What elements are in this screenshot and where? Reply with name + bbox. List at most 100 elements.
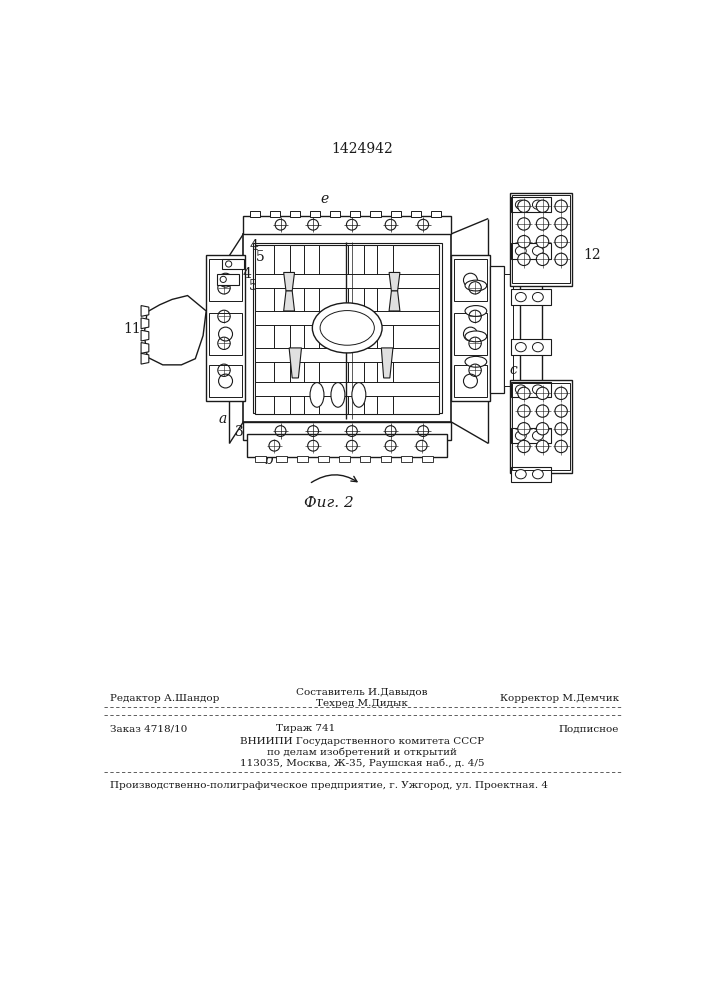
Ellipse shape [331, 383, 345, 407]
Bar [370, 440, 380, 446]
Text: Корректор М.Демчик: Корректор М.Демчик [500, 694, 619, 703]
Bar [297, 456, 308, 462]
Polygon shape [141, 353, 149, 364]
Text: по делам изобретений и открытий: по делам изобретений и открытий [267, 748, 457, 757]
Circle shape [555, 387, 567, 400]
Bar [270, 211, 280, 217]
Bar [454, 312, 486, 355]
Circle shape [537, 253, 549, 266]
Text: 4: 4 [250, 239, 259, 253]
Bar [250, 440, 259, 446]
Circle shape [537, 440, 549, 453]
Text: 5: 5 [257, 250, 265, 264]
Circle shape [537, 387, 549, 400]
Text: c: c [509, 363, 517, 377]
Circle shape [518, 235, 530, 248]
Bar [330, 211, 340, 217]
Text: 11: 11 [123, 322, 141, 336]
Ellipse shape [515, 246, 526, 256]
Polygon shape [289, 348, 301, 378]
Bar [252, 243, 442, 413]
Text: 1: 1 [281, 219, 291, 233]
Text: Фиг. 2: Фиг. 2 [304, 496, 354, 510]
Polygon shape [141, 330, 149, 341]
Bar [270, 440, 280, 446]
Bar [510, 380, 572, 473]
Bar [520, 197, 542, 474]
Text: 12: 12 [583, 248, 600, 262]
Bar [255, 245, 440, 414]
Ellipse shape [465, 331, 486, 342]
Polygon shape [141, 318, 149, 329]
Ellipse shape [515, 385, 526, 394]
Bar [206, 255, 245, 401]
Bar [255, 382, 440, 396]
Ellipse shape [532, 292, 543, 302]
Ellipse shape [320, 311, 374, 345]
Bar [510, 289, 551, 305]
Bar [451, 255, 490, 401]
Bar [290, 211, 300, 217]
Text: b: b [264, 453, 273, 467]
Ellipse shape [532, 470, 543, 479]
Ellipse shape [465, 356, 486, 367]
Bar [510, 466, 551, 482]
Text: a: a [218, 412, 226, 426]
Bar [513, 383, 570, 470]
Circle shape [555, 218, 567, 230]
Bar [454, 365, 486, 397]
Text: 113035, Москва, Ж-35, Раушская наб., д. 4/5: 113035, Москва, Ж-35, Раушская наб., д. … [240, 758, 484, 768]
Bar [411, 440, 421, 446]
Polygon shape [284, 272, 295, 291]
Circle shape [555, 405, 567, 417]
Bar [504, 274, 513, 386]
Circle shape [537, 200, 549, 212]
Circle shape [537, 405, 549, 417]
Bar [247, 434, 448, 457]
Bar [510, 428, 551, 443]
Bar [255, 311, 440, 325]
Bar [454, 259, 486, 301]
Text: 5: 5 [249, 279, 257, 293]
Bar [411, 211, 421, 217]
Bar [255, 274, 440, 288]
Bar [402, 456, 412, 462]
Text: Редактор А.Шандор: Редактор А.Шандор [110, 694, 219, 703]
Ellipse shape [515, 292, 526, 302]
Circle shape [518, 423, 530, 435]
Circle shape [518, 253, 530, 266]
Bar [370, 211, 380, 217]
Ellipse shape [465, 280, 486, 291]
Bar [209, 312, 242, 355]
Circle shape [518, 387, 530, 400]
Polygon shape [381, 348, 393, 378]
Ellipse shape [532, 246, 543, 256]
Bar [276, 456, 287, 462]
Ellipse shape [532, 343, 543, 352]
Bar [391, 440, 401, 446]
Circle shape [555, 423, 567, 435]
Bar [217, 274, 239, 285]
Ellipse shape [515, 200, 526, 209]
Text: 4: 4 [243, 267, 251, 281]
Circle shape [555, 235, 567, 248]
Bar [243, 216, 451, 234]
Text: ВНИИПИ Государственного комитета СССР: ВНИИПИ Государственного комитета СССР [240, 737, 484, 746]
Text: 3: 3 [235, 425, 243, 439]
Bar [510, 197, 551, 212]
Ellipse shape [532, 431, 543, 440]
Ellipse shape [312, 303, 382, 353]
Polygon shape [204, 216, 484, 466]
Bar [351, 211, 361, 217]
Text: Производственно-полиграфическое предприятие, г. Ужгород, ул. Проектная. 4: Производственно-полиграфическое предприя… [110, 781, 548, 790]
Bar [274, 245, 290, 414]
Circle shape [518, 218, 530, 230]
Bar [431, 440, 441, 446]
Bar [510, 339, 551, 355]
Bar [330, 440, 340, 446]
Circle shape [555, 200, 567, 212]
Bar [310, 440, 320, 446]
Circle shape [555, 440, 567, 453]
Polygon shape [144, 296, 206, 365]
Polygon shape [284, 291, 295, 311]
